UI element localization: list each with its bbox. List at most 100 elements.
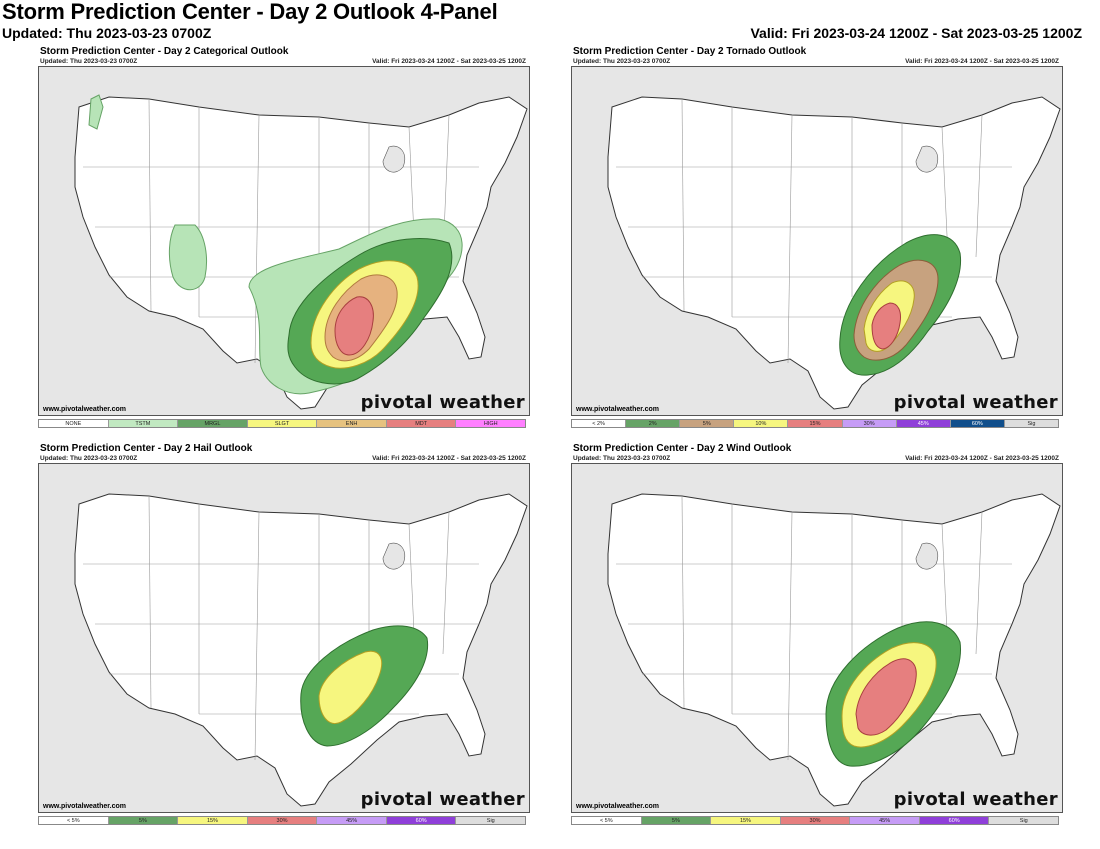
pivotal-weather-logo: pivotal weather <box>893 392 1058 413</box>
legend-item: 45% <box>317 817 387 824</box>
great-lakes <box>915 542 939 570</box>
mdt-area <box>334 296 374 356</box>
legend-item: TSTM <box>108 420 179 427</box>
panel-title: Storm Prediction Center - Day 2 Categori… <box>40 46 289 57</box>
map-wind: www.pivotalweather.com pivotal weather <box>571 463 1063 813</box>
legend-hail: < 5% 5% 15% 30% 45% 60% Sig <box>38 816 526 825</box>
state-boundary <box>148 495 152 709</box>
legend-categorical: NONE TSTM MRGL SLGT ENH MDT HIGH <box>38 419 526 428</box>
great-lakes <box>915 145 939 173</box>
panel-valid: Valid: Fri 2023-03-24 1200Z - Sat 2023-0… <box>372 58 526 65</box>
wind30-area <box>855 658 917 736</box>
us-land <box>74 493 528 807</box>
legend-item: Sig <box>989 817 1059 824</box>
us-land <box>74 96 528 410</box>
legend-item: 60% <box>919 817 990 824</box>
risk-areas <box>88 94 463 395</box>
credit[interactable]: www.pivotalweather.com <box>576 406 659 413</box>
panel-title: Storm Prediction Center - Day 2 Tornado … <box>573 46 807 57</box>
legend-item: 30% <box>247 817 318 824</box>
state-boundary <box>787 511 793 761</box>
tstm-area-west <box>168 224 208 291</box>
panel-updated: Updated: Thu 2023-03-23 0700Z <box>40 58 138 65</box>
pivotal-weather-logo: pivotal weather <box>360 789 525 810</box>
legend-item: < 5% <box>39 817 109 824</box>
great-lakes <box>382 542 406 570</box>
panel-updated: Updated: Thu 2023-03-23 0700Z <box>40 455 138 462</box>
legend-item: 5% <box>680 420 735 427</box>
legend-item: 5% <box>108 817 179 824</box>
great-lakes <box>382 145 406 173</box>
tstm-area-nw <box>88 94 104 130</box>
map-svg <box>607 96 1061 410</box>
land-outline <box>74 493 528 807</box>
legend-item: 10% <box>734 420 789 427</box>
legend-item: SLGT <box>247 420 318 427</box>
panel-title: Storm Prediction Center - Day 2 Hail Out… <box>40 443 253 454</box>
credit[interactable]: www.pivotalweather.com <box>43 803 126 810</box>
land-outline <box>607 493 1061 807</box>
map-hail: www.pivotalweather.com pivotal weather <box>38 463 530 813</box>
legend-item: 2% <box>626 420 681 427</box>
legend-item: 15% <box>711 817 781 824</box>
page-title: Storm Prediction Center - Day 2 Outlook … <box>2 0 498 24</box>
legend-item: 30% <box>842 420 897 427</box>
panel-updated: Updated: Thu 2023-03-23 0700Z <box>573 58 671 65</box>
state-boundary <box>975 511 983 655</box>
legend-item: MRGL <box>178 420 248 427</box>
state-boundary <box>254 511 260 761</box>
legend-item: 5% <box>641 817 712 824</box>
land-outline <box>74 96 528 410</box>
state-boundary <box>941 126 949 258</box>
state-boundary <box>254 114 260 364</box>
risk-areas <box>839 234 962 376</box>
map-categorical: www.pivotalweather.com pivotal weather <box>38 66 530 416</box>
hail-panel: Storm Prediction Center - Day 2 Hail Out… <box>34 443 530 839</box>
pivotal-weather-logo: pivotal weather <box>893 789 1058 810</box>
legend-item: HIGH <box>456 420 526 427</box>
legend-item: 60% <box>950 420 1005 427</box>
state-boundary <box>148 98 152 312</box>
state-boundary <box>975 114 983 258</box>
state-boundary <box>442 511 450 655</box>
legend-item: 45% <box>896 420 951 427</box>
credit[interactable]: www.pivotalweather.com <box>576 803 659 810</box>
legend-item: Sig <box>456 817 526 824</box>
page-valid: Valid: Fri 2023-03-24 1200Z - Sat 2023-0… <box>750 25 1082 41</box>
legend-item: Sig <box>1004 420 1058 427</box>
legend-item: 15% <box>178 817 248 824</box>
map-svg <box>74 94 528 410</box>
panel-title: Storm Prediction Center - Day 2 Wind Out… <box>573 443 792 454</box>
state-boundary <box>681 495 685 709</box>
legend-item: 30% <box>780 817 851 824</box>
legend-item: < 5% <box>572 817 642 824</box>
legend-tornado: < 2% 2% 5% 10% 15% 30% 45% 60% Sig <box>571 419 1059 428</box>
pivotal-weather-logo: pivotal weather <box>360 392 525 413</box>
tor15-area <box>871 302 901 350</box>
legend-item: NONE <box>39 420 109 427</box>
legend-item: < 2% <box>572 420 627 427</box>
state-boundary <box>787 114 793 364</box>
panel-valid: Valid: Fri 2023-03-24 1200Z - Sat 2023-0… <box>905 455 1059 462</box>
state-boundary <box>681 98 685 312</box>
land-outline <box>607 96 1061 410</box>
legend-item: MDT <box>386 420 457 427</box>
categorical-panel: Storm Prediction Center - Day 2 Categori… <box>34 46 530 442</box>
credit[interactable]: www.pivotalweather.com <box>43 406 126 413</box>
legend-item: 60% <box>386 817 457 824</box>
page-updated: Updated: Thu 2023-03-23 0700Z <box>2 25 212 41</box>
map-svg <box>607 493 1061 807</box>
map-tornado: www.pivotalweather.com pivotal weather <box>571 66 1063 416</box>
panel-valid: Valid: Fri 2023-03-24 1200Z - Sat 2023-0… <box>905 58 1059 65</box>
risk-areas <box>825 621 962 767</box>
us-land <box>607 96 1061 410</box>
legend-item: ENH <box>317 420 387 427</box>
wind-panel: Storm Prediction Center - Day 2 Wind Out… <box>567 443 1063 839</box>
legend-item: 45% <box>850 817 920 824</box>
legend-wind: < 5% 5% 15% 30% 45% 60% Sig <box>571 816 1059 825</box>
legend-item: 15% <box>788 420 843 427</box>
map-svg <box>74 493 528 807</box>
us-land <box>607 493 1061 807</box>
panel-updated: Updated: Thu 2023-03-23 0700Z <box>573 455 671 462</box>
panel-valid: Valid: Fri 2023-03-24 1200Z - Sat 2023-0… <box>372 455 526 462</box>
